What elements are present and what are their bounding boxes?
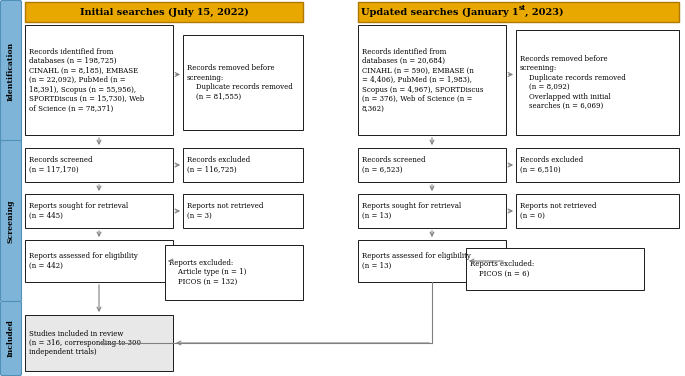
FancyBboxPatch shape <box>466 248 644 290</box>
FancyBboxPatch shape <box>1 0 21 141</box>
FancyBboxPatch shape <box>25 194 173 228</box>
Text: , 2023): , 2023) <box>525 8 564 17</box>
Text: Identification: Identification <box>7 41 15 100</box>
Text: Reports excluded:
    Article type (n = 1)
    PICOS (n = 132): Reports excluded: Article type (n = 1) P… <box>169 259 247 286</box>
Text: Reports assessed for eligibility
(n = 442): Reports assessed for eligibility (n = 44… <box>29 252 138 270</box>
FancyBboxPatch shape <box>358 194 506 228</box>
Text: Reports not retrieved
(n = 0): Reports not retrieved (n = 0) <box>520 202 597 220</box>
Text: Included: Included <box>7 320 15 358</box>
Text: Records excluded
(n = 116,725): Records excluded (n = 116,725) <box>187 156 250 174</box>
FancyBboxPatch shape <box>358 25 506 135</box>
FancyBboxPatch shape <box>183 194 303 228</box>
FancyBboxPatch shape <box>1 302 21 376</box>
FancyBboxPatch shape <box>25 315 173 371</box>
FancyBboxPatch shape <box>183 35 303 130</box>
FancyBboxPatch shape <box>358 148 506 182</box>
Text: Studies included in review
(n = 316, corresponding to 300
independent trials): Studies included in review (n = 316, cor… <box>29 329 141 356</box>
Text: Screening: Screening <box>7 199 15 243</box>
FancyBboxPatch shape <box>358 2 679 22</box>
Text: Records removed before
screening:
    Duplicate records removed
    (n = 81,555): Records removed before screening: Duplic… <box>187 64 292 101</box>
Text: Initial searches (July 15, 2022): Initial searches (July 15, 2022) <box>79 8 249 17</box>
FancyBboxPatch shape <box>25 25 173 135</box>
Text: Reports sought for retrieval
(n = 13): Reports sought for retrieval (n = 13) <box>362 202 461 220</box>
Text: st: st <box>519 4 526 12</box>
FancyBboxPatch shape <box>358 240 506 282</box>
FancyBboxPatch shape <box>165 245 303 300</box>
Text: Reports sought for retrieval
(n = 445): Reports sought for retrieval (n = 445) <box>29 202 128 220</box>
FancyBboxPatch shape <box>516 30 679 135</box>
Text: Records excluded
(n = 6,510): Records excluded (n = 6,510) <box>520 156 583 174</box>
Text: Records removed before
screening:
    Duplicate records removed
    (n = 8,092)
: Records removed before screening: Duplic… <box>520 55 626 110</box>
FancyBboxPatch shape <box>25 2 303 22</box>
FancyBboxPatch shape <box>516 194 679 228</box>
Text: Records identified from
databases (n = 198,725)
CINAHL (n = 8,185), EMBASE
(n = : Records identified from databases (n = 1… <box>29 47 145 112</box>
Text: Reports assessed for eligibility
(n = 13): Reports assessed for eligibility (n = 13… <box>362 252 471 270</box>
Text: Records screened
(n = 117,170): Records screened (n = 117,170) <box>29 156 92 174</box>
FancyBboxPatch shape <box>1 141 21 302</box>
FancyBboxPatch shape <box>25 240 173 282</box>
FancyBboxPatch shape <box>183 148 303 182</box>
Text: Reports excluded:
    PICOS (n = 6): Reports excluded: PICOS (n = 6) <box>470 260 534 278</box>
Text: Records identified from
databases (n = 20,684)
CINAHL (n = 590), EMBASE (n
= 4,4: Records identified from databases (n = 2… <box>362 47 484 112</box>
Text: Updated searches (January 1: Updated searches (January 1 <box>361 8 519 17</box>
Text: Reports not retrieved
(n = 3): Reports not retrieved (n = 3) <box>187 202 263 220</box>
FancyBboxPatch shape <box>25 148 173 182</box>
Text: Records screened
(n = 6,523): Records screened (n = 6,523) <box>362 156 425 174</box>
FancyBboxPatch shape <box>516 148 679 182</box>
